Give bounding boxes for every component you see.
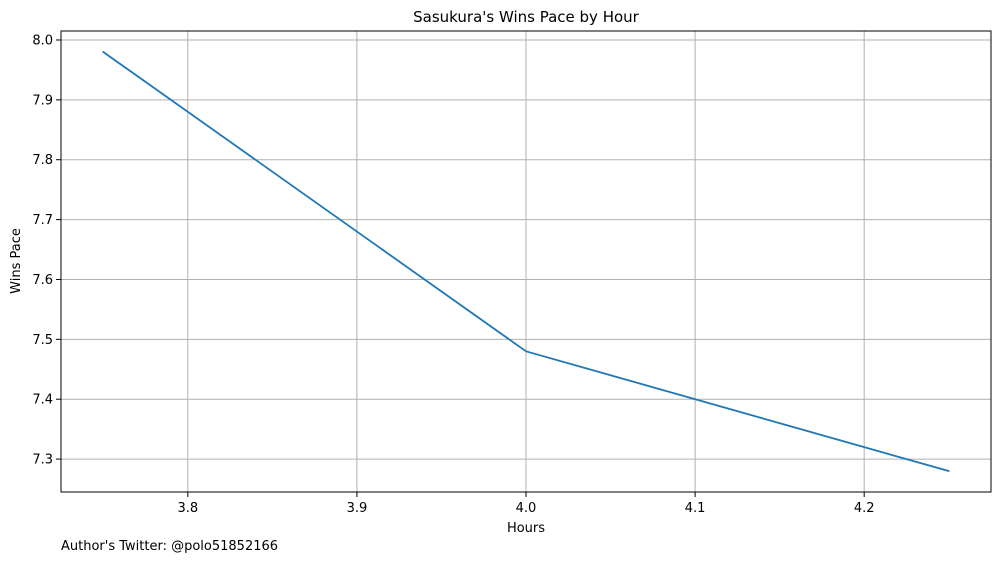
y-gridlines (61, 39, 991, 460)
x-tick-label: 4.1 (685, 501, 706, 516)
series-layer (102, 51, 950, 472)
x-tick-label: 4.0 (516, 501, 537, 516)
y-tick-label: 7.6 (32, 273, 53, 288)
y-axis-label: Wins Pace (9, 228, 24, 294)
y-tick-label: 7.3 (32, 453, 53, 468)
chart-title: Sasukura's Wins Pace by Hour (413, 8, 640, 26)
y-tick-label: 7.5 (32, 333, 53, 348)
y-axis-ticks: 7.3 7.4 7.5 7.6 7.7 7.8 7.9 8.0 (32, 33, 61, 468)
y-tick-label: 7.7 (32, 213, 53, 228)
y-tick-label: 7.9 (32, 93, 53, 108)
y-tick-label: 7.4 (32, 393, 53, 408)
x-tick-label: 3.9 (347, 501, 368, 516)
x-axis-label: Hours (507, 521, 545, 536)
author-footnote: Author's Twitter: @polo51852166 (61, 539, 278, 554)
y-tick-label: 7.8 (32, 153, 53, 168)
x-gridlines (187, 31, 865, 492)
y-tick-label: 8.0 (32, 33, 53, 48)
x-tick-label: 4.2 (854, 501, 875, 516)
x-tick-label: 3.8 (177, 501, 198, 516)
x-axis-ticks: 3.8 3.9 4.0 4.1 4.2 (177, 492, 875, 516)
